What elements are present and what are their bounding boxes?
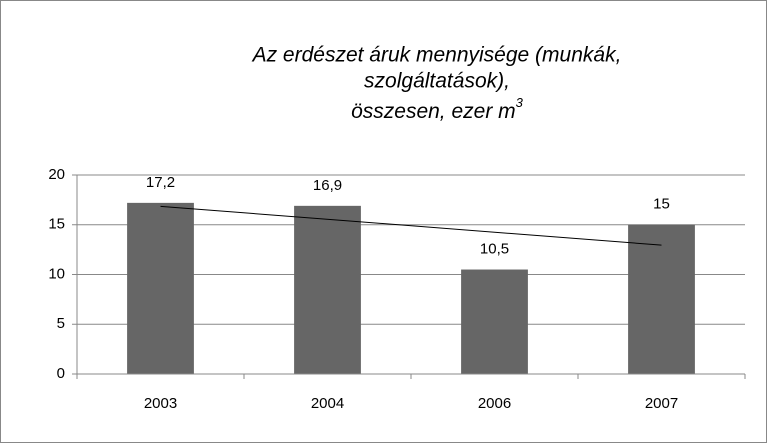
chart-title-text: összesen, ezer m bbox=[351, 100, 516, 123]
bar bbox=[294, 205, 361, 374]
chart-title: Az erdészet áruk mennyisége (munkák, bbox=[251, 44, 622, 67]
chart-title-superscript: 3 bbox=[516, 95, 524, 110]
y-tick-label: 0 bbox=[57, 365, 65, 382]
trendline bbox=[160, 205, 662, 246]
y-tick-label: 15 bbox=[48, 216, 65, 233]
data-label: 10,5 bbox=[480, 240, 509, 257]
chart-title: összesen, ezer m3 bbox=[351, 95, 524, 122]
bar bbox=[628, 224, 695, 374]
bar bbox=[127, 202, 194, 374]
y-tick-label: 20 bbox=[48, 166, 65, 183]
chart-title: szolgáltatások), bbox=[364, 70, 510, 93]
y-tick-label: 5 bbox=[57, 315, 65, 332]
data-label: 15 bbox=[653, 196, 670, 213]
y-tick-label: 10 bbox=[48, 265, 65, 282]
data-label: 16,9 bbox=[313, 177, 342, 194]
bar bbox=[461, 269, 528, 374]
x-tick-label: 2003 bbox=[144, 395, 177, 412]
x-tick-label: 2006 bbox=[478, 395, 511, 412]
x-tick-label: 2007 bbox=[645, 395, 678, 412]
x-tick-label: 2004 bbox=[311, 395, 344, 412]
data-label: 17,2 bbox=[146, 174, 175, 191]
